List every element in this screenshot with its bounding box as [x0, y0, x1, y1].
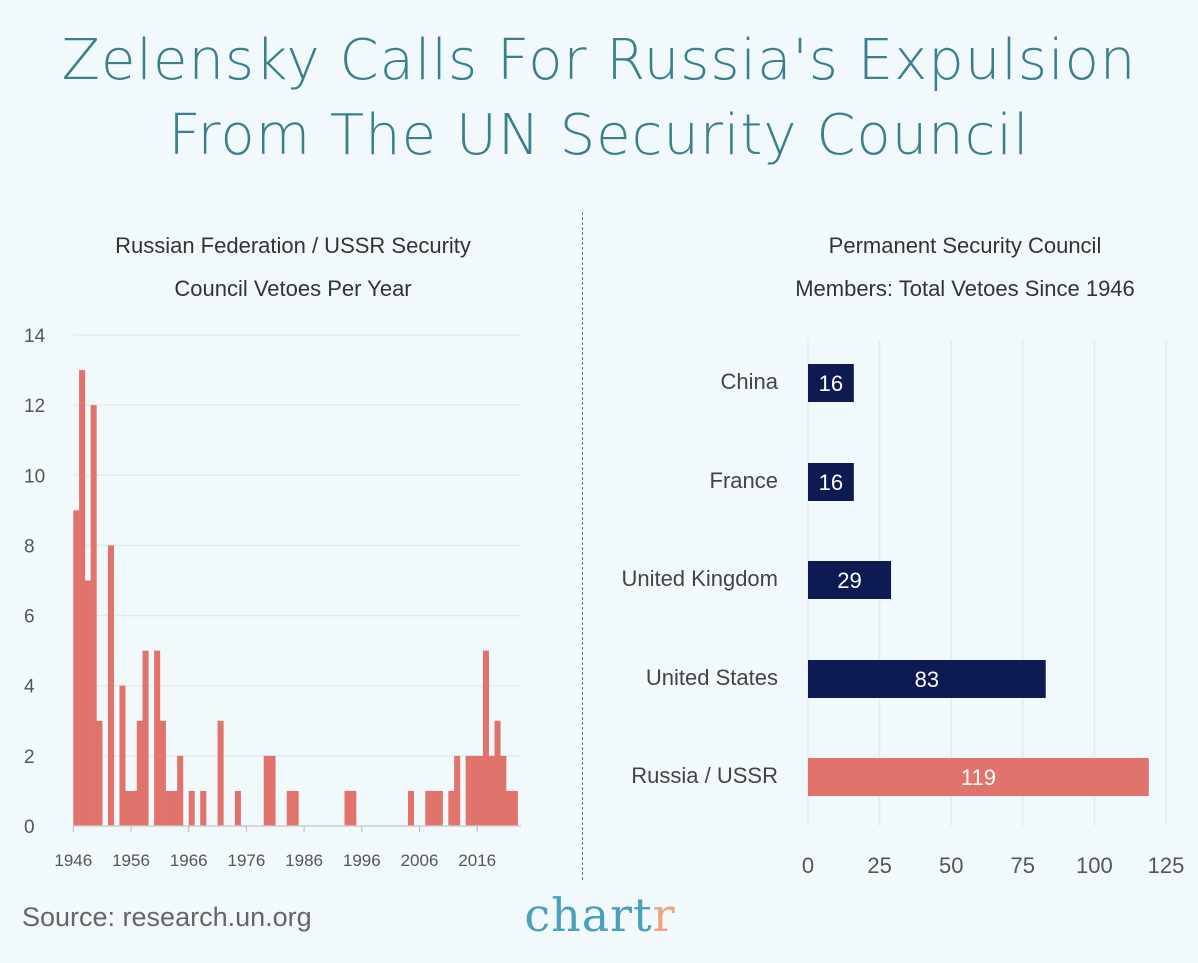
- bar-1966: [188, 790, 195, 826]
- x-tick-label: 2016: [458, 851, 496, 870]
- bar-1968: [200, 790, 207, 826]
- bar-2016: [477, 755, 484, 826]
- y-tick-label: 14: [24, 326, 46, 347]
- bar-france: [808, 463, 854, 501]
- category-label: China: [721, 369, 779, 394]
- bar-1964: [177, 755, 184, 826]
- x-tick-label: 0: [802, 853, 814, 878]
- bar-russia-ussr: [808, 758, 1149, 796]
- page-title-line-2: From The UN Security Council: [168, 103, 1030, 168]
- right-chart: 0 25 50 75 100 125 16 China 16 France 29 United Kin…: [621, 340, 1185, 878]
- bar-2011: [448, 790, 455, 826]
- x-tick-label: 25: [867, 853, 891, 878]
- bar-1952: [107, 545, 114, 826]
- bar-2015: [471, 755, 478, 826]
- bar-value-label: 16: [819, 371, 843, 396]
- category-label: United States: [646, 665, 778, 690]
- chartr-logo: chartr: [500, 888, 700, 942]
- bar-2008: [431, 790, 438, 826]
- bar-1956: [131, 790, 138, 826]
- y-tick-label: 12: [24, 396, 45, 417]
- left-chart-title-line-2: Council Vetoes Per Year: [174, 276, 412, 301]
- logo-accent: r: [652, 888, 676, 942]
- x-tick-label: 100: [1076, 853, 1113, 878]
- bar-2022: [511, 790, 518, 826]
- right-chart-title-line-2: Members: Total Vetoes Since 1946: [795, 276, 1135, 301]
- bar-1960: [154, 650, 161, 826]
- bar-1971: [217, 720, 224, 826]
- bar-1949: [90, 405, 97, 826]
- bar-1974: [234, 790, 241, 826]
- bar-united-states: [808, 660, 1046, 698]
- bar-2020: [500, 755, 507, 826]
- page-title-line-1: Zelensky Calls For Russia's Expulsion: [61, 28, 1137, 93]
- bar-1957: [136, 720, 143, 826]
- y-tick-label: 0: [24, 817, 35, 838]
- bar-1963: [171, 790, 178, 826]
- source-note: Source: research.un.org: [22, 902, 312, 932]
- bar-1979: [263, 755, 270, 826]
- x-tick-label: 125: [1148, 853, 1185, 878]
- category-label: United Kingdom: [621, 566, 778, 591]
- x-tick-label: 1986: [285, 851, 323, 870]
- bar-value-label: 119: [961, 765, 996, 790]
- bar-value-label: 29: [837, 568, 861, 593]
- category-label: Russia / USSR: [631, 763, 778, 788]
- bar-1948: [84, 580, 91, 826]
- bar-1994: [350, 790, 357, 826]
- category-label: France: [710, 468, 778, 493]
- x-tick-label: 1966: [170, 851, 208, 870]
- y-tick-label: 6: [24, 607, 35, 628]
- bar-1946: [73, 510, 80, 826]
- bar-1993: [344, 790, 351, 826]
- bar-1962: [165, 790, 172, 826]
- bar-1983: [286, 790, 293, 826]
- bar-1947: [79, 370, 86, 826]
- bar-2004: [407, 790, 415, 826]
- bar-china: [808, 364, 854, 402]
- bar-1984: [292, 790, 299, 826]
- bar-value-label: 83: [915, 667, 939, 692]
- bar-2017: [482, 650, 490, 826]
- right-chart-title: Permanent Security Council Members: Tota…: [705, 224, 1198, 310]
- x-tick-label: 1956: [112, 851, 150, 870]
- x-tick-label: 50: [939, 853, 963, 878]
- y-tick-label: 10: [24, 466, 45, 487]
- left-chart: 0 2 4 6 8 10 12 14 1946 1956 1966 1976 1986 1996 2006 2…: [24, 326, 521, 870]
- right-chart-title-line-1: Permanent Security Council: [828, 233, 1102, 258]
- bar-2012: [454, 755, 461, 826]
- left-chart-title: Russian Federation / USSR Security Counc…: [33, 224, 553, 310]
- left-chart-title-line-1: Russian Federation / USSR Security: [115, 233, 471, 258]
- logo-main: chart: [524, 888, 653, 942]
- bar-1980: [269, 755, 276, 826]
- y-tick-label: 8: [24, 536, 35, 557]
- x-tick-label: 75: [1011, 853, 1035, 878]
- y-tick-label: 2: [24, 747, 35, 768]
- bar-2014: [465, 755, 472, 826]
- divider: [582, 212, 583, 880]
- bar-1955: [125, 790, 132, 826]
- x-tick-label: 1976: [227, 851, 265, 870]
- x-tick-label: 2006: [401, 851, 439, 870]
- bar-2019: [494, 720, 501, 826]
- bar-1958: [142, 650, 149, 826]
- bar-2007: [425, 790, 432, 826]
- x-tick-label: 1946: [54, 851, 92, 870]
- bar-1950: [96, 720, 103, 826]
- bar-2009: [436, 790, 443, 826]
- bar-2018: [488, 755, 495, 826]
- bar-1961: [159, 720, 166, 826]
- bar-value-label: 16: [819, 470, 843, 495]
- y-tick-label: 4: [24, 677, 35, 698]
- bar-united-kingdom: [808, 561, 892, 599]
- bar-1954: [119, 685, 126, 826]
- bar-2021: [506, 790, 513, 826]
- x-tick-label: 1996: [343, 851, 381, 870]
